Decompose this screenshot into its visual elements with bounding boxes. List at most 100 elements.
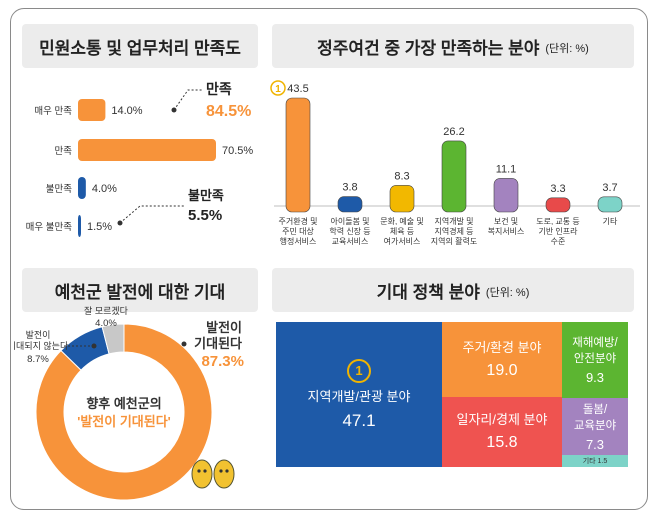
treemap-value: 19.0 xyxy=(486,361,518,379)
mascot-eye xyxy=(203,469,207,473)
donut-slice xyxy=(101,323,125,355)
fav-bar xyxy=(597,196,623,213)
favorite-unit: (단위: %) xyxy=(545,43,589,55)
sat-annot-value: 84.5% xyxy=(206,103,251,120)
fav-category-label: 문화, 예술 및 체육 등 여가서비스 xyxy=(380,216,423,246)
sat-category-label: 만족 xyxy=(55,146,73,157)
sat-bar xyxy=(78,215,81,237)
fav-category-label-line: 지역의 활력도 xyxy=(431,236,477,246)
sat-annot-label: 불만족 xyxy=(188,188,224,203)
fav-category-label-line: 지역경제 등 xyxy=(434,226,473,236)
fav-bar xyxy=(285,97,311,213)
treemap-label: 재해예방/ 안전분야 xyxy=(572,337,618,365)
sat-value-label: 1.5% xyxy=(87,221,112,233)
sat-annot-label: 만족 xyxy=(206,81,232,97)
treemap-label: 주거/환경 분야 xyxy=(462,339,542,355)
satisfaction-title-text: 민원소통 및 업무처리 만족도 xyxy=(39,38,241,58)
satisfaction-title: 민원소통 및 업무처리 만족도 xyxy=(22,24,258,68)
fav-value-label: 43.5 xyxy=(287,83,308,95)
mascot-icon xyxy=(191,459,213,489)
favorite-title: 정주여건 중 가장 만족하는 분야 (단위: %) xyxy=(272,24,634,68)
donut-label: 잘 모르겠다 xyxy=(84,306,129,316)
rank-badge-icon xyxy=(270,80,286,96)
sat-value-label: 4.0% xyxy=(92,183,117,195)
sat-bar xyxy=(78,177,86,199)
sat-annot-value: 5.5% xyxy=(188,207,222,224)
fav-category-label-line: 주민 대상 xyxy=(282,226,314,236)
rank-badge-text: 1 xyxy=(275,84,281,95)
donut-annot-dot xyxy=(181,341,187,347)
sat-category-label: 불만족 xyxy=(46,184,72,195)
fav-category-label-line: 교육서비스 xyxy=(332,237,369,246)
treemap-value: 47.1 xyxy=(342,410,376,430)
treemap-block: 돌봄/ 교육분야 7.3 xyxy=(562,398,628,455)
fav-bar xyxy=(493,178,519,213)
fav-value-label: 3.3 xyxy=(550,183,565,195)
fav-category-label-line: 지역개발 및 xyxy=(434,216,473,226)
fav-bar xyxy=(545,197,571,213)
expectation-title: 예천군 발전에 대한 기대 xyxy=(22,268,258,312)
donut-label-line: 발전이 xyxy=(206,320,242,335)
sat-value-label: 14.0% xyxy=(111,105,142,117)
donut-center-line2: '발전이 기대된다' xyxy=(77,414,171,429)
fav-category-label-line: 아이돌봄 및 xyxy=(330,216,369,226)
fav-category-label-line: 행정서비스 xyxy=(280,236,317,246)
treemap-label: 지역개발/관광 분야 xyxy=(307,388,411,404)
sat-annot-line xyxy=(119,205,184,224)
fav-value-label: 11.1 xyxy=(496,163,517,175)
fav-category-label-line: 학력 신장 등 xyxy=(329,226,370,236)
donut-label-line: 발전이 xyxy=(26,330,51,340)
treemap-block: 재해예방/ 안전분야 9.3 xyxy=(562,322,628,398)
policy-treemap: 1 지역개발/관광 분야 47.1 주거/환경 분야 19.0 일자리/경제 분야 15.8… xyxy=(276,322,628,467)
fav-category-label-line: 기반 인프라 xyxy=(538,226,578,236)
treemap-block: 기타 1.5 xyxy=(562,455,628,467)
fav-category-label: 보건 및 복지서비스 xyxy=(488,216,525,236)
treemap-block: 일자리/경제 분야 15.8 xyxy=(442,397,562,467)
policy-unit: (단위: %) xyxy=(485,287,530,299)
fav-bar xyxy=(441,140,467,213)
mascot-icon xyxy=(213,459,235,489)
treemap-label: 돌봄/ 교육분야 xyxy=(573,403,617,432)
sat-category-label: 매우 불만족 xyxy=(26,222,73,233)
fav-category-label: 아이돌봄 및 학력 신장 등 교육서비스 xyxy=(329,216,370,246)
sat-bar xyxy=(78,99,106,121)
fav-value-label: 26.2 xyxy=(443,126,464,138)
expectation-title-text: 예천군 발전에 대한 기대 xyxy=(54,282,226,302)
donut-value-label: 87.3% xyxy=(201,353,244,370)
donut-value-label: 8.7% xyxy=(27,354,49,365)
sat-category-label: 매우 만족 xyxy=(34,106,72,117)
donut-label-line: 기대되지 않는다 xyxy=(14,341,69,351)
fav-category-label: 도로, 교통 등 기반 인프라 수준 xyxy=(536,217,579,246)
fav-bar xyxy=(389,185,415,213)
fav-category-label-line: 문화, 예술 및 xyxy=(380,216,423,226)
mascot-eye xyxy=(197,469,201,473)
policy-title: 기대 정책 분야 (단위: %) xyxy=(272,268,634,312)
policy-title-text: 기대 정책 분야 xyxy=(376,282,480,302)
donut-slice xyxy=(35,323,213,501)
sat-bar xyxy=(78,139,216,161)
fav-value-label: 3.8 xyxy=(342,182,357,194)
treemap-block: 주거/환경 분야 19.0 xyxy=(442,322,562,397)
fav-category-label-line: 여가서비스 xyxy=(384,236,421,246)
fav-category-label-line: 수준 xyxy=(551,237,566,246)
fav-category-label-line: 복지서비스 xyxy=(488,227,525,236)
donut-label: 발전이기대되지 않는다 xyxy=(14,330,69,351)
mascot-eye xyxy=(219,469,223,473)
sat-value-label: 70.5% xyxy=(222,145,253,157)
fav-category-label: 기타 xyxy=(603,217,618,226)
favorite-bar-chart: 43.5 주거환경 및 주민 대상 행정서비스 3.8 아이돌봄 및 학력 신장 등 교육서비… xyxy=(270,80,640,246)
fav-bar xyxy=(337,196,363,213)
fav-category-label: 지역개발 및 지역경제 등 지역의 활력도 xyxy=(431,216,477,246)
treemap-label: 일자리/경제 분야 xyxy=(456,412,548,427)
donut-center-line1: 향후 예천군의 xyxy=(86,396,161,411)
treemap-value: 7.3 xyxy=(585,436,605,452)
donut-value-label: 4.0% xyxy=(95,318,117,329)
fav-category-label: 주거환경 및 주민 대상 행정서비스 xyxy=(278,216,317,246)
rank-badge-icon: 1 xyxy=(347,358,371,383)
favorite-title-text: 정주여건 중 가장 만족하는 분야 xyxy=(317,38,540,58)
mascot-eye xyxy=(225,469,229,473)
fav-value-label: 3.7 xyxy=(602,182,617,194)
fav-category-label-line: 체육 등 xyxy=(390,226,414,236)
fav-category-label-line: 보건 및 xyxy=(494,216,518,226)
